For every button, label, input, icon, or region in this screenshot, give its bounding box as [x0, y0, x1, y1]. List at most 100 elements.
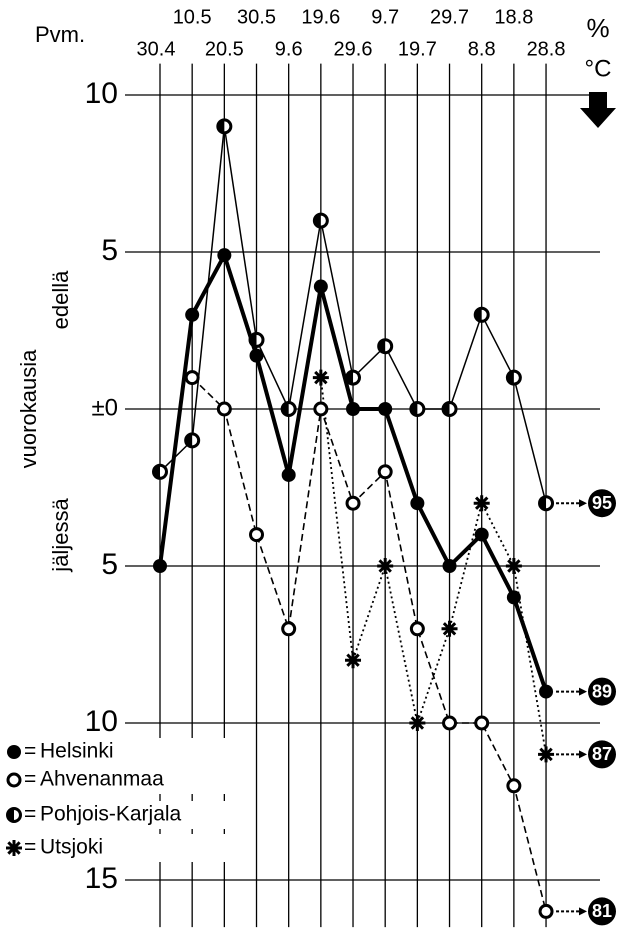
- end-arrow-head: [579, 750, 587, 759]
- marker-half: [507, 371, 514, 385]
- marker: [346, 402, 361, 416]
- marker: [6, 772, 22, 788]
- marker: [506, 778, 522, 794]
- marker: [216, 401, 232, 417]
- y-tick-label: ±0: [91, 394, 118, 421]
- legend-bg: [0, 801, 255, 829]
- end-arrow-head: [579, 907, 587, 916]
- marker: [313, 401, 329, 417]
- marker: [153, 559, 167, 573]
- down-arrow: [580, 92, 616, 128]
- marker: [506, 590, 521, 605]
- marker: [249, 348, 264, 363]
- unit-top: %: [586, 13, 609, 43]
- marker-half: [346, 371, 354, 385]
- y-tick-label: 10: [85, 705, 118, 738]
- y-tick-label: 10: [85, 77, 118, 110]
- x-tick-label: 30.5: [237, 6, 276, 28]
- legend-label: Ahvenanmaa: [40, 768, 164, 791]
- upper-label: edellä: [48, 270, 73, 329]
- marker-half: [185, 433, 193, 447]
- legend-eq: =: [24, 803, 36, 826]
- legend-eq: =: [24, 836, 36, 859]
- marker: [281, 467, 296, 482]
- marker-half: [217, 119, 225, 133]
- marker: [409, 621, 425, 637]
- x-tick-label: 19.7: [398, 38, 437, 60]
- marker: [473, 495, 490, 512]
- marker: [474, 715, 490, 731]
- marker: [538, 746, 555, 763]
- legend-bg: [0, 834, 255, 862]
- legend-label: Helsinki: [40, 740, 114, 763]
- end-label: 95: [592, 493, 612, 513]
- marker-half: [250, 333, 257, 347]
- x-tick-label: 18.8: [494, 6, 533, 28]
- marker: [281, 621, 297, 637]
- x-tick-label: 9.7: [371, 6, 399, 28]
- marker: [249, 527, 265, 543]
- marker: [185, 307, 200, 322]
- lower-label: jäljessä: [48, 498, 73, 573]
- series-line: [319, 377, 547, 755]
- x-tick-label: 28.8: [527, 38, 566, 60]
- marker: [377, 464, 393, 480]
- end-badge: [588, 677, 616, 706]
- end-badge: [588, 897, 616, 926]
- legend-eq: =: [24, 768, 36, 791]
- x-tick-label: 30.4: [137, 38, 176, 60]
- marker: [6, 840, 22, 856]
- end-badge: [588, 740, 616, 769]
- marker-half: [443, 402, 450, 416]
- marker: [539, 684, 554, 699]
- marker-half: [410, 402, 418, 416]
- marker: [409, 715, 426, 731]
- marker-half: [475, 308, 482, 322]
- legend-bg: [0, 738, 255, 766]
- marker-half: [314, 214, 321, 228]
- marker: [410, 496, 425, 511]
- marker: [7, 745, 21, 759]
- marker-half: [153, 465, 160, 479]
- marker: [217, 248, 232, 263]
- x-tick-label: 8.8: [468, 38, 496, 60]
- marker-half: [282, 402, 289, 416]
- y-tick-label: 5: [101, 234, 118, 267]
- y-tick-label: 5: [101, 548, 118, 581]
- x-tick-label: 29.6: [334, 38, 373, 60]
- marker: [505, 558, 522, 574]
- marker: [441, 620, 458, 637]
- marker: [377, 558, 394, 574]
- end-arrow-head: [579, 499, 587, 508]
- marker: [312, 369, 329, 386]
- end-label: 87: [592, 744, 612, 764]
- x-tick-label: 10.5: [173, 6, 212, 28]
- end-arrow-head: [579, 687, 587, 696]
- marker: [184, 370, 200, 386]
- marker: [345, 652, 362, 669]
- marker: [474, 527, 489, 542]
- series-line: [191, 377, 547, 912]
- end-label: 81: [592, 901, 612, 921]
- marker-half: [539, 496, 547, 510]
- legend-eq: =: [24, 740, 36, 763]
- legend-bg: [0, 766, 255, 794]
- marker: [538, 903, 554, 919]
- marker: [442, 559, 457, 573]
- y-axis-label: vuorokausia: [16, 349, 41, 468]
- marker: [442, 715, 458, 731]
- x-tick-label: 9.6: [275, 38, 303, 60]
- x-tick-label: 19.6: [301, 6, 340, 28]
- end-label: 89: [592, 681, 612, 701]
- x-tick-label: 20.5: [205, 38, 244, 60]
- legend-label: Utsjoki: [40, 836, 103, 859]
- end-badge: [588, 489, 616, 518]
- marker: [345, 495, 361, 511]
- y-tick-label: 15: [85, 862, 118, 895]
- marker: [313, 279, 328, 294]
- x-tick-label: 29.7: [430, 6, 469, 28]
- unit-bottom: °C: [585, 55, 612, 82]
- marker: [378, 402, 393, 416]
- legend-label: Pohjois-Karjala: [40, 803, 182, 826]
